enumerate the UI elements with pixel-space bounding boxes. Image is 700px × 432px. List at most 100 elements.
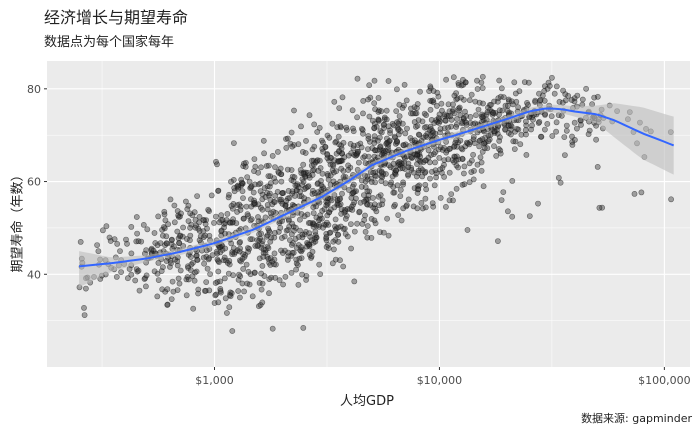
data-point [270, 208, 277, 215]
data-point [383, 107, 390, 114]
data-point [477, 154, 484, 161]
data-point [215, 258, 222, 264]
data-point [441, 161, 447, 168]
data-point [291, 174, 298, 181]
data-point [401, 160, 408, 166]
data-point [235, 182, 241, 189]
data-point [364, 234, 371, 241]
data-point [481, 140, 487, 147]
data-point [437, 166, 444, 173]
data-point [477, 137, 483, 144]
data-point [224, 210, 231, 217]
data-point [236, 271, 242, 278]
data-point [299, 176, 306, 182]
data-point [512, 138, 519, 145]
data-point [222, 295, 229, 302]
data-point [405, 196, 412, 203]
data-point [217, 287, 224, 294]
data-point [202, 221, 209, 227]
data-point [373, 208, 380, 215]
data-point [370, 195, 376, 201]
data-point [330, 246, 337, 253]
data-point [190, 305, 197, 312]
data-point [240, 265, 247, 272]
data-point [234, 208, 240, 215]
data-point [347, 221, 354, 227]
data-point [293, 244, 300, 251]
data-point [272, 164, 278, 170]
data-point [555, 174, 562, 181]
data-point [511, 146, 518, 152]
data-point [448, 191, 455, 197]
data-point [419, 118, 426, 125]
data-point [321, 206, 328, 212]
data-point [568, 97, 575, 103]
data-point [382, 180, 389, 187]
data-point [77, 238, 84, 245]
data-point [408, 155, 415, 161]
data-point [252, 242, 259, 249]
data-point [410, 203, 417, 210]
data-point [507, 122, 514, 129]
data-point [502, 126, 508, 133]
data-point [265, 192, 272, 199]
data-point [249, 236, 255, 242]
data-point [282, 273, 289, 280]
data-point [372, 169, 379, 176]
data-point [142, 283, 149, 290]
data-point [151, 268, 158, 275]
data-point [395, 126, 402, 133]
data-point [118, 269, 124, 275]
data-point [175, 275, 182, 282]
data-point [294, 262, 301, 268]
data-point [255, 242, 262, 249]
data-point [230, 245, 237, 252]
data-point [237, 245, 243, 252]
data-point [544, 121, 551, 127]
data-point [365, 192, 372, 199]
data-point [255, 214, 261, 220]
data-point [185, 202, 192, 209]
data-point [284, 135, 291, 142]
data-point [259, 262, 266, 269]
data-point [254, 237, 261, 244]
data-point [445, 101, 452, 108]
data-point [214, 161, 220, 168]
data-point [311, 143, 318, 150]
data-point [365, 96, 371, 103]
data-point [433, 103, 440, 109]
data-point [400, 181, 406, 188]
data-point [400, 205, 407, 212]
data-point [374, 147, 381, 154]
data-point [236, 248, 243, 255]
data-point [191, 277, 198, 284]
data-point [182, 198, 189, 205]
data-point [292, 182, 299, 189]
data-point [340, 263, 347, 270]
data-point [213, 248, 220, 255]
data-point [251, 269, 258, 276]
data-point [391, 189, 398, 196]
data-point [83, 285, 89, 292]
data-point [354, 114, 360, 121]
data-point [142, 275, 149, 281]
data-point [208, 192, 215, 199]
data-point [466, 179, 473, 186]
data-point [335, 238, 342, 245]
data-point [374, 137, 381, 144]
data-point [430, 88, 437, 94]
data-point [535, 200, 541, 207]
data-point [195, 286, 202, 293]
data-point [309, 146, 316, 153]
data-point [422, 181, 429, 188]
data-point [177, 267, 184, 274]
data-point [236, 239, 243, 246]
data-point [364, 146, 371, 152]
data-point [428, 117, 435, 123]
data-point [161, 211, 168, 218]
data-point [430, 129, 436, 136]
data-point [225, 270, 232, 277]
data-point [563, 122, 570, 129]
data-point [195, 290, 201, 297]
data-point [174, 228, 181, 235]
